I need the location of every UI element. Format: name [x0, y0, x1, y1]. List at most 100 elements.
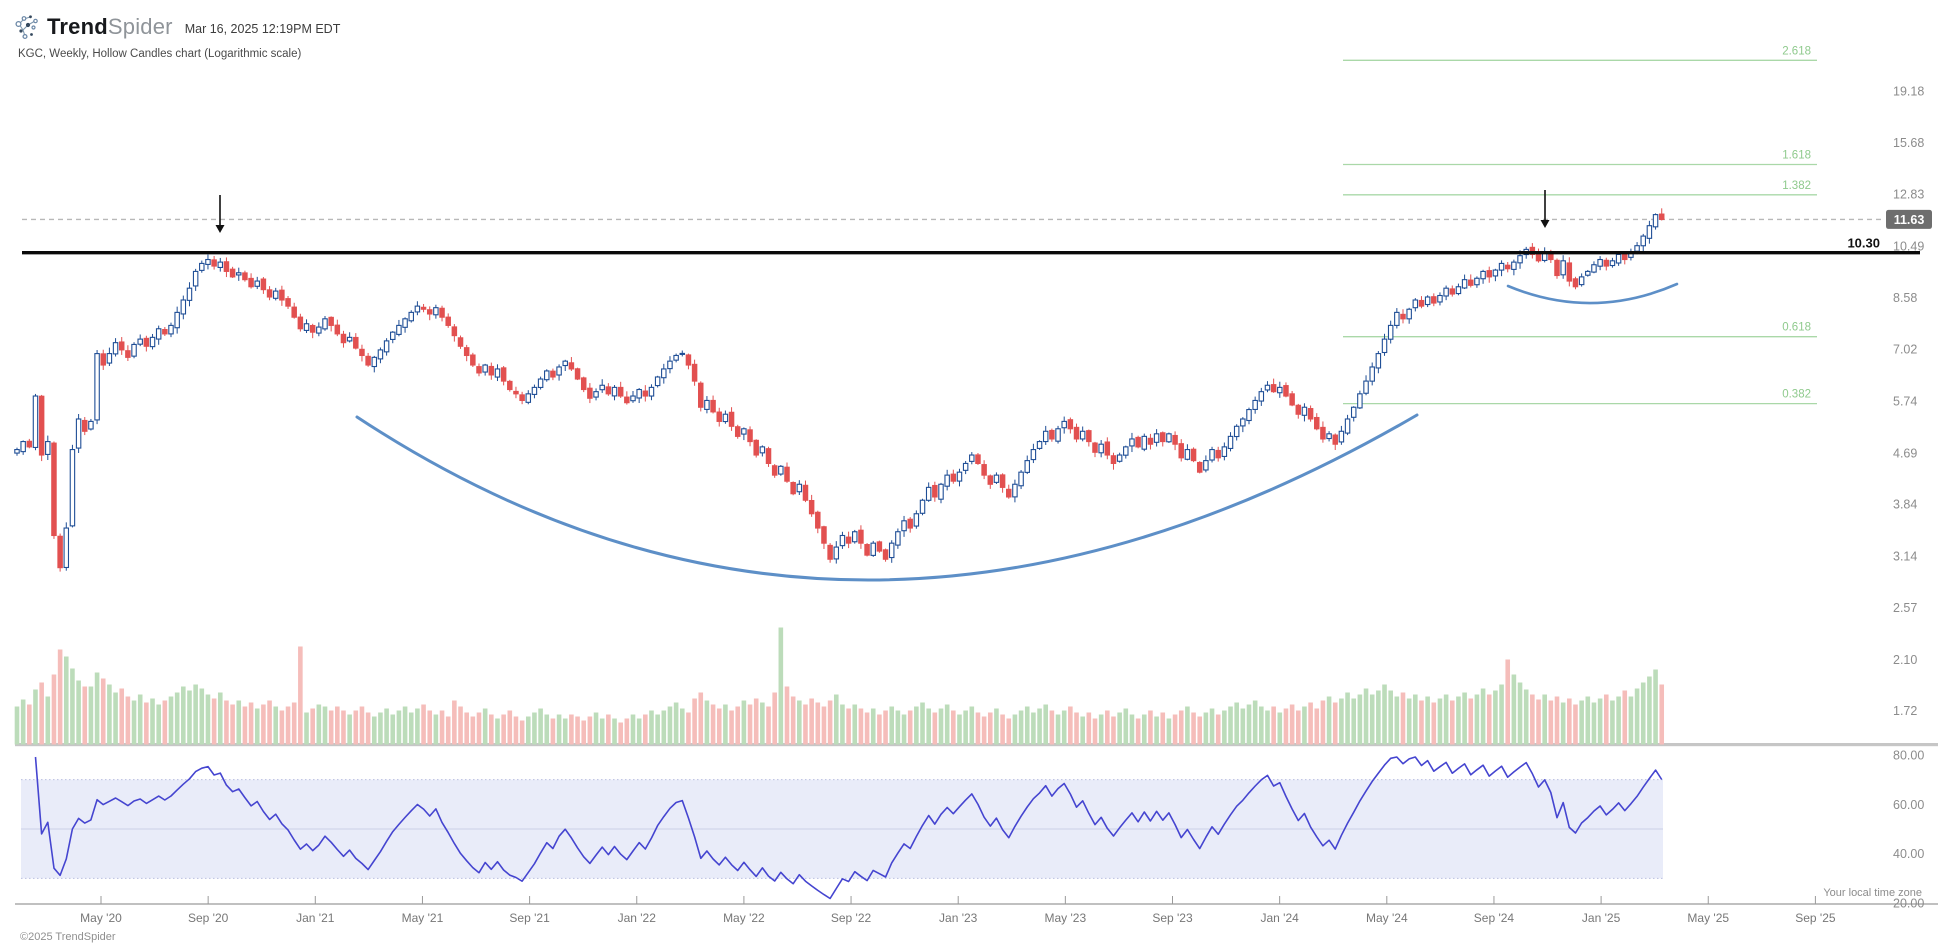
candle[interactable]	[1012, 483, 1018, 498]
volume-bar[interactable]	[1209, 708, 1215, 745]
candle[interactable]	[716, 411, 722, 422]
candle[interactable]	[1024, 460, 1030, 473]
candle[interactable]	[1455, 286, 1462, 295]
candle[interactable]	[1424, 296, 1431, 306]
volume-bar[interactable]	[1246, 704, 1252, 745]
candle[interactable]	[1412, 299, 1419, 309]
volume-bar[interactable]	[1443, 694, 1449, 745]
volume-bar[interactable]	[495, 718, 500, 745]
candle[interactable]	[784, 466, 790, 482]
candle[interactable]	[944, 474, 950, 487]
candle[interactable]	[1098, 443, 1104, 454]
candle[interactable]	[1578, 276, 1585, 286]
volume-bar[interactable]	[1277, 712, 1283, 745]
candle[interactable]	[82, 419, 88, 432]
candle[interactable]	[1110, 455, 1117, 465]
candle[interactable]	[1585, 270, 1591, 276]
volume-bar[interactable]	[1369, 694, 1375, 745]
volume-bar[interactable]	[797, 700, 802, 745]
candle[interactable]	[402, 318, 408, 328]
volume-bar[interactable]	[82, 686, 88, 745]
volume-bar[interactable]	[803, 704, 808, 745]
candle[interactable]	[1240, 418, 1246, 427]
volume-bar[interactable]	[1222, 710, 1227, 745]
volume-bar[interactable]	[322, 706, 328, 745]
candle[interactable]	[433, 307, 439, 316]
volume-bar[interactable]	[187, 690, 192, 745]
candle[interactable]	[285, 298, 291, 307]
volume-bar[interactable]	[107, 684, 112, 745]
candle[interactable]	[1209, 449, 1215, 461]
candle[interactable]	[1036, 441, 1043, 449]
volume-bar[interactable]	[1413, 694, 1418, 745]
volume-bar[interactable]	[390, 714, 396, 745]
candle[interactable]	[1517, 255, 1523, 264]
candle[interactable]	[605, 386, 612, 395]
volume-bar[interactable]	[211, 698, 217, 745]
handle-arc[interactable]	[1506, 282, 1679, 305]
volume-bar[interactable]	[162, 700, 168, 745]
candle[interactable]	[1073, 426, 1080, 440]
candle[interactable]	[1264, 384, 1271, 391]
volume-bar[interactable]	[119, 688, 125, 745]
volume-bar[interactable]	[1548, 700, 1554, 745]
candle[interactable]	[463, 347, 470, 357]
volume-bar[interactable]	[920, 702, 925, 745]
candles-layer[interactable]	[14, 208, 1665, 572]
volume-bar[interactable]	[1117, 712, 1122, 745]
candle[interactable]	[1566, 262, 1573, 282]
volume-bar[interactable]	[1111, 716, 1116, 745]
candle[interactable]	[137, 338, 143, 345]
volume-bar[interactable]	[661, 710, 667, 745]
candle[interactable]	[168, 324, 174, 335]
volume-bar[interactable]	[741, 700, 747, 745]
candle[interactable]	[759, 446, 766, 454]
down-arrow[interactable]	[1540, 190, 1550, 228]
volume-bar[interactable]	[1616, 696, 1621, 745]
candle[interactable]	[1572, 278, 1579, 288]
volume-bar[interactable]	[790, 696, 796, 745]
volume-bar[interactable]	[636, 718, 642, 745]
volume-layer[interactable]	[14, 627, 1938, 747]
candle[interactable]	[1492, 269, 1499, 277]
volume-bar[interactable]	[914, 706, 919, 745]
volume-bar[interactable]	[1591, 702, 1597, 745]
volume-bar[interactable]	[359, 706, 365, 745]
candle[interactable]	[1332, 434, 1338, 445]
candle[interactable]	[876, 541, 883, 552]
volume-bar[interactable]	[1419, 700, 1424, 745]
volume-bar[interactable]	[772, 692, 777, 745]
candle[interactable]	[685, 354, 692, 366]
candle[interactable]	[57, 535, 63, 569]
volume-bar[interactable]	[482, 708, 488, 745]
volume-bar[interactable]	[994, 708, 999, 745]
candle[interactable]	[162, 329, 168, 335]
candle[interactable]	[297, 316, 304, 330]
candle[interactable]	[1357, 393, 1363, 409]
candle[interactable]	[112, 342, 119, 355]
candle[interactable]	[969, 454, 975, 462]
volume-bar[interactable]	[932, 712, 938, 745]
volume-bar[interactable]	[1098, 714, 1104, 745]
candle[interactable]	[365, 355, 371, 366]
candle[interactable]	[654, 376, 661, 387]
volume-bar[interactable]	[612, 718, 617, 745]
volume-bar[interactable]	[1610, 700, 1615, 745]
candle[interactable]	[1030, 449, 1037, 461]
candle[interactable]	[1498, 262, 1505, 271]
candle[interactable]	[525, 393, 532, 403]
candle[interactable]	[1123, 446, 1129, 456]
candle[interactable]	[1166, 433, 1172, 443]
volume-bar[interactable]	[901, 714, 907, 745]
volume-bar[interactable]	[1499, 684, 1504, 745]
volume-bar[interactable]	[1320, 700, 1326, 745]
volume-bar[interactable]	[815, 702, 821, 745]
candle[interactable]	[1178, 443, 1184, 459]
candle[interactable]	[1153, 433, 1160, 443]
volume-bar[interactable]	[581, 720, 587, 745]
volume-bar[interactable]	[679, 708, 685, 745]
volume-bar[interactable]	[766, 706, 771, 745]
candle[interactable]	[131, 343, 137, 357]
volume-bar[interactable]	[1043, 704, 1049, 745]
volume-bar[interactable]	[618, 722, 623, 745]
